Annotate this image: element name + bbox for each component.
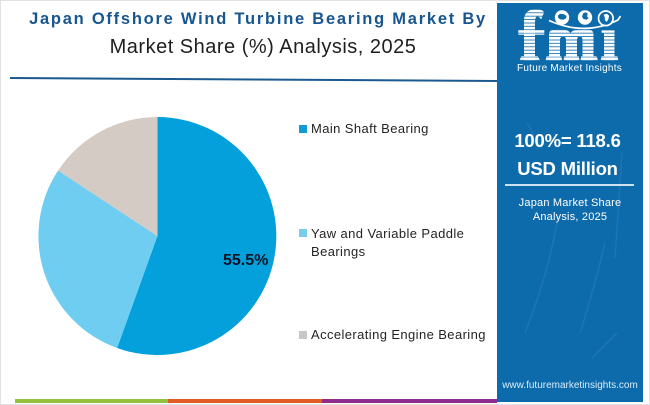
svg-text:Future Market Insights: Future Market Insights	[517, 63, 622, 74]
